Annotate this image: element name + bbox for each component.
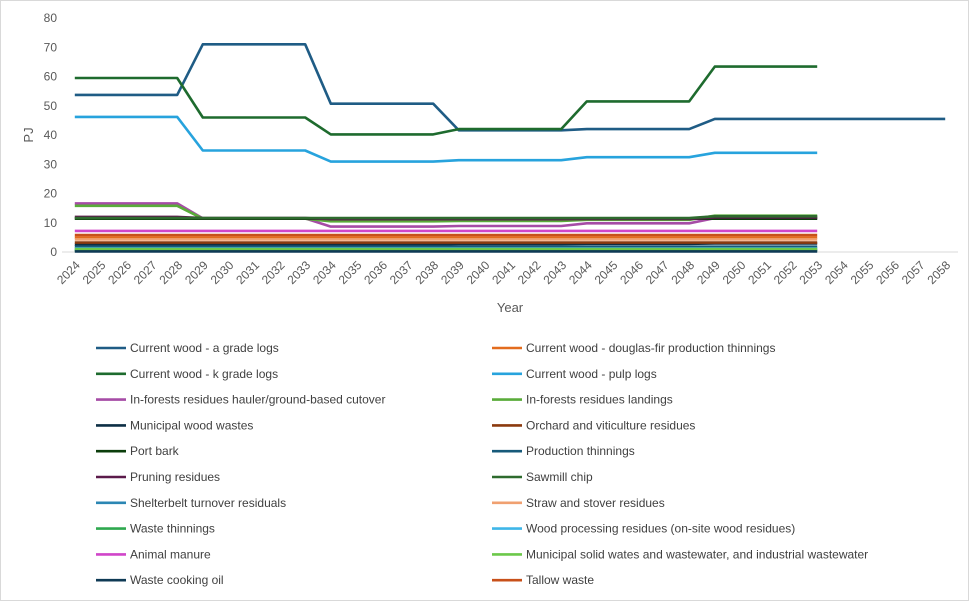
legend-item: Sawmill chip: [492, 470, 593, 484]
legend: Current wood - a grade logs Current wood …: [96, 341, 868, 587]
x-tick-label: 2055: [848, 258, 877, 287]
legend-item: Municipal solid wates and wastewater, an…: [492, 547, 868, 561]
legend-label: Wood processing residues (on-site wood r…: [526, 522, 795, 536]
legend-label: Pruning residues: [130, 470, 220, 484]
y-tick-label: 50: [44, 99, 58, 113]
x-tick-label: 2057: [899, 258, 928, 287]
series-line: [74, 65, 818, 136]
y-tick-label: 60: [44, 70, 58, 84]
x-tick-label: 2051: [745, 258, 774, 287]
legend-item: Wood processing residues (on-site wood r…: [492, 522, 795, 536]
legend-item: Pruning residues: [96, 470, 220, 484]
x-tick-label: 2054: [822, 258, 851, 287]
legend-label: Port bark: [130, 444, 180, 458]
legend-item: Current wood - a grade logs: [96, 341, 279, 355]
y-tick-label: 70: [44, 40, 58, 54]
legend-item: Current wood - pulp logs: [492, 367, 657, 381]
series-line: [74, 115, 818, 163]
x-tick-label: 2048: [668, 258, 697, 287]
legend-item: Tallow waste: [492, 573, 594, 587]
x-tick-label: 2049: [694, 258, 723, 287]
legend-label: In-forests residues landings: [526, 393, 673, 407]
x-axis: 2024202520262027202820292030203120322033…: [54, 251, 958, 287]
legend-label: Municipal wood wastes: [130, 418, 253, 432]
legend-item: Shelterbelt turnover residuals: [96, 496, 286, 510]
y-tick-label: 40: [44, 128, 58, 142]
x-tick-label: 2030: [208, 258, 237, 287]
x-tick-label: 2037: [387, 258, 416, 287]
legend-label: Current wood - douglas-fir production th…: [526, 341, 775, 355]
x-tick-label: 2036: [361, 258, 390, 287]
x-tick-label: 2025: [80, 258, 109, 287]
y-axis: 0 10 20 30 40 50 60 70 80: [44, 11, 58, 259]
legend-item: In-forests residues landings: [492, 393, 673, 407]
y-axis-title: PJ: [21, 127, 36, 142]
x-tick-label: 2033: [284, 258, 313, 287]
x-tick-label: 2041: [489, 258, 518, 287]
x-tick-label: 2039: [438, 258, 467, 287]
x-tick-label: 2043: [540, 258, 569, 287]
legend-label: Current wood - a grade logs: [130, 341, 279, 355]
legend-item: Current wood - douglas-fir production th…: [492, 341, 775, 355]
legend-label: Current wood - pulp logs: [526, 367, 657, 381]
legend-item: Port bark: [96, 444, 180, 458]
x-tick-label: 2052: [771, 258, 800, 287]
y-tick-label: 20: [44, 187, 58, 201]
legend-label: Waste thinnings: [130, 522, 215, 536]
legend-label: Current wood - k grade logs: [130, 367, 278, 381]
series-line: [74, 215, 818, 220]
legend-label: Straw and stover residues: [526, 496, 665, 510]
legend-item: Waste thinnings: [96, 522, 215, 536]
legend-label: Orchard and viticulture residues: [526, 418, 695, 432]
x-tick-label: 2042: [515, 258, 544, 287]
series-line: [74, 202, 818, 228]
legend-label: Municipal solid wates and wastewater, an…: [526, 547, 868, 561]
x-tick-label: 2031: [233, 258, 262, 287]
x-tick-label: 2026: [105, 258, 134, 287]
x-tick-label: 2056: [873, 258, 902, 287]
legend-label: Tallow waste: [526, 573, 594, 587]
legend-label: Production thinnings: [526, 444, 635, 458]
x-tick-label: 2050: [720, 258, 749, 287]
x-tick-label: 2044: [566, 258, 595, 287]
y-tick-label: 10: [44, 216, 58, 230]
legend-item: Current wood - k grade logs: [96, 367, 278, 381]
y-tick-label: 30: [44, 157, 58, 171]
x-tick-label: 2028: [156, 258, 185, 287]
x-tick-label: 2058: [924, 258, 953, 287]
legend-label: Animal manure: [130, 547, 211, 561]
x-tick-label: 2038: [412, 258, 441, 287]
x-tick-label: 2053: [796, 258, 825, 287]
x-tick-label: 2034: [310, 258, 339, 287]
y-tick-label: 0: [50, 245, 57, 259]
legend-label: Shelterbelt turnover residuals: [130, 496, 286, 510]
x-tick-label: 2032: [259, 258, 288, 287]
legend-label: Sawmill chip: [526, 470, 593, 484]
y-tick-label: 80: [44, 11, 58, 25]
legend-item: Orchard and viticulture residues: [492, 418, 695, 432]
x-tick-label: 2045: [592, 258, 621, 287]
legend-item: In-forests residues hauler/ground-based …: [96, 393, 385, 407]
legend-label: Waste cooking oil: [130, 573, 224, 587]
legend-item: Municipal wood wastes: [96, 418, 253, 432]
legend-item: Animal manure: [96, 547, 211, 561]
x-tick-label: 2029: [182, 258, 211, 287]
x-tick-label: 2035: [336, 258, 365, 287]
legend-item: Waste cooking oil: [96, 573, 224, 587]
x-tick-label: 2047: [643, 258, 672, 287]
series-lines: [74, 42, 946, 253]
legend-item: Straw and stover residues: [492, 496, 665, 510]
x-axis-title: Year: [497, 300, 524, 315]
legend-label: In-forests residues hauler/ground-based …: [130, 393, 385, 407]
x-tick-label: 2046: [617, 258, 646, 287]
x-tick-label: 2024: [54, 258, 83, 287]
legend-item: Production thinnings: [492, 444, 635, 458]
x-tick-label: 2040: [464, 258, 493, 287]
x-tick-label: 2027: [131, 258, 160, 287]
